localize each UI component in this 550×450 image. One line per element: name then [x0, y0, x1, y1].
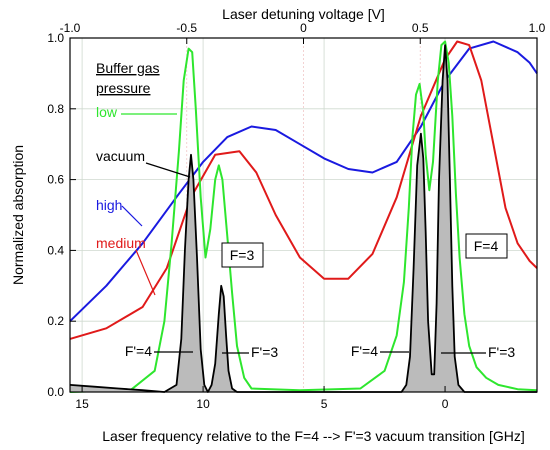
series-line-high	[69, 40, 538, 322]
medium-arrow	[135, 249, 156, 296]
top-tick-label-4: 1.0	[529, 21, 546, 35]
fp4-right-label: F'=4	[351, 343, 378, 359]
x-tick-label-3: 0	[442, 397, 449, 411]
top-tick-label-3: 0.5	[412, 21, 429, 35]
top-tick-label-2: 0	[300, 21, 307, 35]
f3-label: F=3	[230, 247, 255, 263]
y-tick-label-2: 0.4	[47, 243, 64, 257]
ticks: 15 10 5 0 -1.0 -0.5 0 0.5 1.0 0.0 0.2 0.4 0.6 0.8 1.0	[47, 21, 545, 411]
f3-box	[221, 242, 264, 268]
top-tick-label-1: -0.5	[176, 21, 197, 35]
top-tick-label-0: -1.0	[60, 21, 81, 35]
y-tick-label-1: 0.2	[47, 314, 64, 328]
legend-title-line-1: Buffer gas	[96, 60, 160, 76]
series-label-high: high	[96, 197, 122, 213]
x-axis-title: Laser frequency relative to the F=4 --> …	[102, 428, 524, 444]
f4-label: F=4	[474, 238, 499, 254]
fp3-left-label: F'=3	[251, 344, 278, 360]
series-line-low	[69, 40, 538, 393]
series-fill-vacuum	[70, 45, 537, 392]
legend-title-line-2: pressure	[96, 80, 151, 96]
fp3-right-label: F'=3	[488, 344, 515, 360]
annotations: Buffer gas pressure low vacuum high medi…	[96, 60, 515, 360]
x-tick-label-2: 5	[321, 397, 328, 411]
y-tick-label-5: 1.0	[47, 31, 64, 45]
x-tick-label-0: 15	[75, 397, 89, 411]
x-tick-label-1: 10	[196, 397, 210, 411]
y-tick-label-0: 0.0	[47, 385, 64, 399]
series-label-vacuum: vacuum	[96, 148, 145, 164]
fp4-left-label: F'=4	[125, 343, 152, 359]
y-tick-label-4: 0.8	[47, 102, 64, 116]
y-tick-label-3: 0.6	[47, 173, 64, 187]
vacuum-arrow	[145, 162, 191, 178]
f4-box	[465, 233, 508, 259]
top-axis-title: Laser detuning voltage [V]	[222, 6, 385, 22]
series-label-low: low	[96, 104, 118, 120]
y-axis-title: Normalized absorption	[10, 145, 26, 285]
high-arrow	[121, 205, 143, 227]
series-label-medium: medium	[96, 235, 146, 251]
